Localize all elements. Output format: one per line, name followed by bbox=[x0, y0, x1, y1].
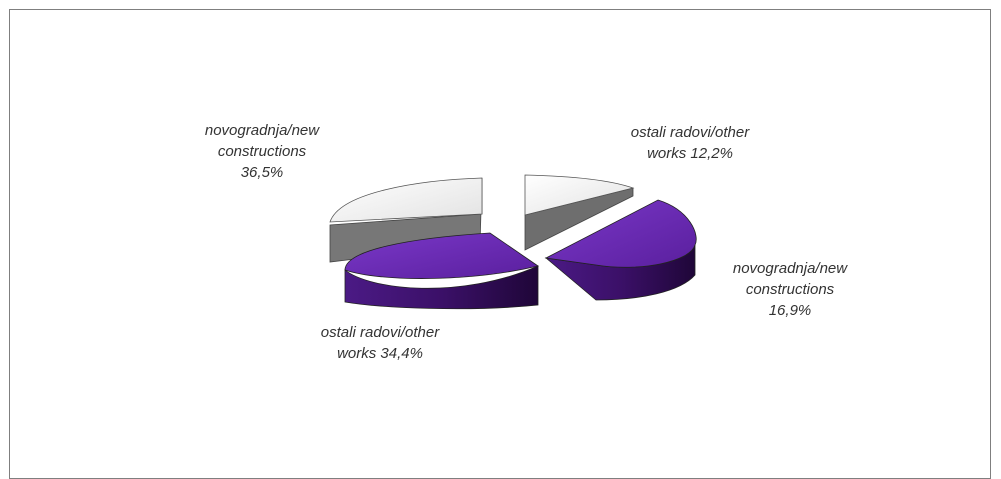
label-line: 16,9% bbox=[768, 302, 812, 319]
slice-left-purple-top bbox=[344, 232, 539, 279]
label-line: novogradnja/new bbox=[732, 260, 848, 277]
pie-chart-svg bbox=[329, 174, 697, 310]
slice-right-new-constructions bbox=[544, 199, 697, 301]
label-line: ostali radovi/other bbox=[630, 124, 750, 141]
slice-left-other-works bbox=[344, 232, 539, 310]
slice-label-left-new-constructions: novogradnja/new constructions 36,5% bbox=[162, 120, 362, 183]
label-line: 36,5% bbox=[240, 164, 284, 181]
slice-label-right-new-constructions: novogradnja/new constructions 16,9% bbox=[690, 258, 890, 321]
label-line: works 34,4% bbox=[337, 345, 423, 362]
slice-label-right-other-works: ostali radovi/other works 12,2% bbox=[585, 122, 795, 164]
label-line: novogradnja/new bbox=[204, 122, 320, 139]
slice-right-other-works bbox=[524, 174, 635, 251]
slice-left-grey-top bbox=[329, 177, 483, 223]
label-line: ostali radovi/other bbox=[320, 324, 440, 341]
slice-left-purple-side bbox=[344, 265, 539, 310]
label-line: works 12,2% bbox=[647, 145, 733, 162]
slice-right-purple-top bbox=[544, 199, 697, 268]
label-line: constructions bbox=[745, 281, 835, 298]
slice-right-grey-top bbox=[524, 174, 635, 216]
label-line: constructions bbox=[217, 143, 307, 160]
slice-label-left-other-works: ostali radovi/other works 34,4% bbox=[280, 322, 480, 364]
